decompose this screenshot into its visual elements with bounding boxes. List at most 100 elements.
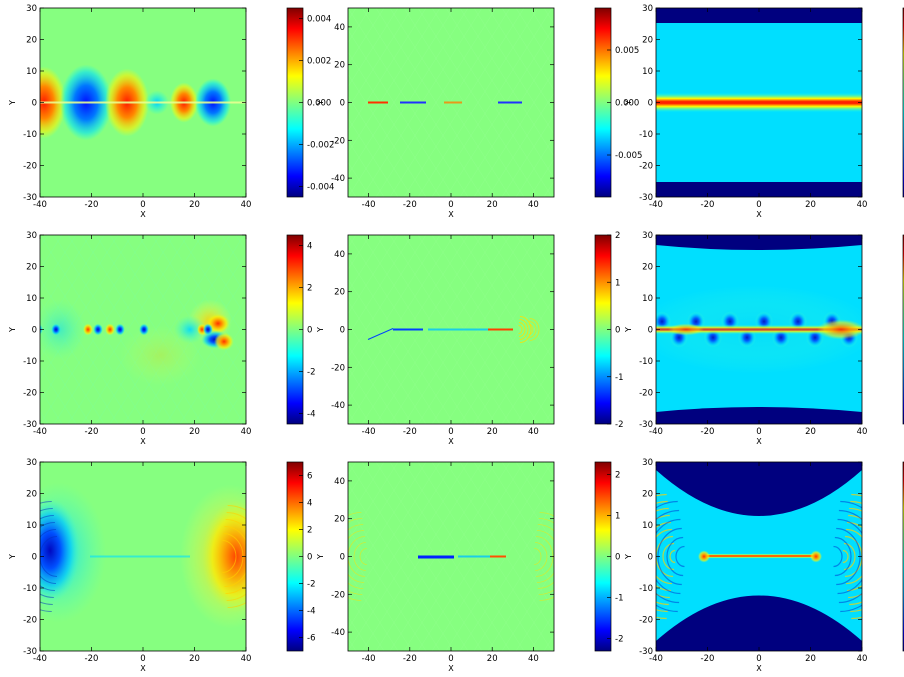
y-tick-label: -20 <box>639 389 653 399</box>
colorbar-tick-label: 0 <box>307 326 312 336</box>
y-axis-label: Y <box>8 100 17 106</box>
y-tick-label: 0 <box>340 99 345 109</box>
y-tick-label: -30 <box>639 647 653 657</box>
y-tick-label: 10 <box>642 521 653 531</box>
x-tick-label: 0 <box>448 200 453 210</box>
x-tick-label: 40 <box>857 427 868 437</box>
x-tick-label: -40 <box>362 427 376 437</box>
colorbar-tick-label: 2 <box>307 284 312 294</box>
heatmap-field <box>656 8 862 197</box>
y-tick-label: 0 <box>32 326 37 336</box>
x-tick-label: -20 <box>85 427 99 437</box>
y-tick-label: 40 <box>334 250 345 260</box>
heatmap-field <box>348 8 554 197</box>
y-tick-label: 0 <box>648 553 653 563</box>
x-tick-label: 40 <box>241 200 252 210</box>
y-tick-label: 0 <box>32 553 37 563</box>
y-tick-label: 20 <box>642 490 653 500</box>
x-axis-label: X <box>448 437 454 446</box>
y-tick-label: -10 <box>23 130 37 140</box>
x-axis-label: X <box>756 437 762 446</box>
x-tick-label: 40 <box>241 427 252 437</box>
y-tick-label: -10 <box>23 357 37 367</box>
x-tick-label: -20 <box>403 427 417 437</box>
colorbar-tick-label: -4 <box>307 607 315 617</box>
y-tick-label: 20 <box>26 490 37 500</box>
x-tick-label: -20 <box>85 654 99 664</box>
x-axis-label: X <box>756 664 762 673</box>
colorbar-tick-label: 0 <box>615 326 620 336</box>
y-tick-label: -40 <box>331 628 345 638</box>
x-tick-label: -40 <box>362 200 376 210</box>
y-tick-label: -10 <box>639 130 653 140</box>
x-tick-label: 0 <box>756 200 761 210</box>
x-tick-label: -40 <box>33 427 47 437</box>
colorbar-tick-label: 6 <box>307 472 312 482</box>
y-tick-label: 0 <box>32 99 37 109</box>
x-axis-label: X <box>448 210 454 219</box>
y-tick-label: -30 <box>23 420 37 430</box>
x-tick-label: 0 <box>756 427 761 437</box>
colorbar-tick-label: 0.000 <box>307 99 331 109</box>
x-tick-label: 0 <box>448 427 453 437</box>
y-tick-label: 20 <box>26 263 37 273</box>
x-tick-label: 20 <box>189 200 200 210</box>
y-tick-label: 20 <box>334 288 345 298</box>
colorbar-tick-label: 4 <box>307 242 312 252</box>
y-tick-label: -30 <box>639 420 653 430</box>
x-tick-label: -40 <box>649 654 663 664</box>
y-tick-label: 0 <box>340 326 345 336</box>
y-tick-label: -20 <box>23 616 37 626</box>
x-tick-label: 20 <box>805 427 816 437</box>
x-tick-label: 20 <box>805 200 816 210</box>
colorbar-tick-label: -4 <box>307 410 315 420</box>
y-tick-label: -30 <box>23 647 37 657</box>
colorbar-tick-label: -6 <box>307 634 315 644</box>
x-axis-label: X <box>448 664 454 673</box>
y-tick-label: 20 <box>26 36 37 46</box>
y-tick-label: -10 <box>639 584 653 594</box>
y-tick-label: -20 <box>23 389 37 399</box>
y-tick-label: 10 <box>26 294 37 304</box>
y-tick-label: -20 <box>639 162 653 172</box>
heatmap-field <box>40 235 246 424</box>
y-tick-label: -30 <box>639 193 653 203</box>
y-tick-label: -10 <box>23 584 37 594</box>
colorbar-tick-label: 2 <box>307 526 312 536</box>
x-tick-label: 40 <box>528 427 539 437</box>
colorbar-tick-label: 2 <box>615 470 620 480</box>
y-tick-label: -30 <box>23 193 37 203</box>
y-tick-label: 10 <box>26 67 37 77</box>
heatmap-field <box>656 235 862 424</box>
y-tick-label: 40 <box>334 477 345 487</box>
x-tick-label: 0 <box>140 654 145 664</box>
y-tick-label: -10 <box>639 357 653 367</box>
y-tick-label: 20 <box>642 36 653 46</box>
heatmap-field <box>40 462 246 651</box>
y-axis-label: Y <box>316 100 325 106</box>
panel-0-0: -40 -20 0 20 40 X -30 -20 -10 0 10 20 30 Y -0.004 -0.00… <box>8 4 334 219</box>
y-tick-label: -20 <box>331 363 345 373</box>
colorbar-tick-label: 1 <box>615 511 620 521</box>
y-tick-label: 30 <box>26 231 37 241</box>
y-axis-label: Y <box>8 554 17 560</box>
x-tick-label: 20 <box>487 200 498 210</box>
x-tick-label: 0 <box>140 427 145 437</box>
heatmap-field <box>656 462 862 651</box>
y-axis-label: Y <box>624 100 633 106</box>
y-tick-label: 10 <box>642 294 653 304</box>
x-tick-label: 40 <box>857 200 868 210</box>
x-axis-label: X <box>140 437 146 446</box>
x-tick-label: 40 <box>528 200 539 210</box>
y-tick-label: -40 <box>331 401 345 411</box>
x-tick-label: 40 <box>528 654 539 664</box>
y-tick-label: -20 <box>639 616 653 626</box>
y-tick-label: -20 <box>331 136 345 146</box>
y-tick-label: 0 <box>648 326 653 336</box>
x-axis-label: X <box>756 210 762 219</box>
y-tick-label: 20 <box>642 263 653 273</box>
panel-0-1: -40 -20 0 20 40 X -40 -20 0 20 40 Y -0.005 0.000 0.005 <box>316 7 642 219</box>
